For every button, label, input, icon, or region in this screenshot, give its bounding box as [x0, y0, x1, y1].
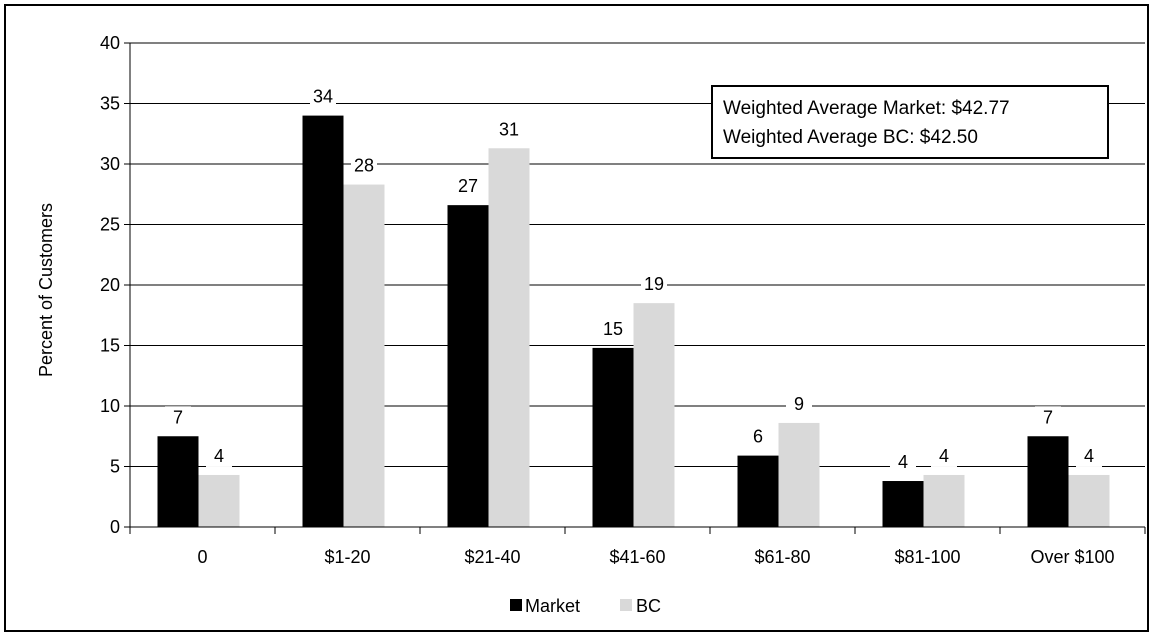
annotation-line-bc: Weighted Average BC: $42.50: [723, 127, 978, 148]
legend-label-bc: BC: [636, 596, 661, 616]
bar-bc: [923, 474, 965, 527]
bar-bc: [1068, 474, 1110, 527]
data-label-bg: [206, 444, 232, 467]
bars: [157, 115, 1110, 527]
data-label-bc: 4: [939, 446, 949, 466]
data-label-bg: [351, 154, 377, 177]
axes: 0 5 10 15 20 25 30 35 40 0 $1-20 $21-40 $41-60 $61-80…: [100, 33, 1146, 567]
bar-market: [737, 455, 779, 527]
data-label-market: 6: [753, 427, 763, 447]
bar-bc: [198, 474, 240, 527]
bar-labels: 7 4 34 28 27 31 15 19 6 9 4 4 7 4: [165, 85, 1102, 474]
y-tick-label: 25: [100, 215, 120, 235]
y-tick-label: 5: [110, 457, 120, 477]
data-label-market: 7: [1043, 407, 1053, 427]
y-tick-label: 15: [100, 336, 120, 356]
data-label-market: 15: [603, 319, 623, 339]
data-label-market: 7: [173, 407, 183, 427]
y-axis-title: Percent of Customers: [36, 203, 56, 377]
data-label-market: 4: [898, 452, 908, 472]
data-label-bg: [890, 451, 916, 474]
legend: Market BC: [510, 596, 661, 616]
data-label-bc: 19: [644, 274, 664, 294]
data-label-market: 27: [458, 176, 478, 196]
y-tick-label: 10: [100, 396, 120, 416]
gridlines: [130, 42, 1145, 467]
y-tick-label: 30: [100, 154, 120, 174]
bar-bc: [778, 422, 820, 527]
chart-frame: [4, 4, 1149, 632]
x-tick-label: $41-60: [609, 547, 665, 567]
data-label-bg: [165, 406, 191, 429]
x-tick-label: $61-80: [754, 547, 810, 567]
y-tick-label: 20: [100, 275, 120, 295]
data-label-bc: 28: [354, 156, 374, 176]
bar-bc: [633, 303, 675, 527]
y-tick-label: 40: [100, 33, 120, 53]
data-label-bg: [931, 444, 957, 467]
data-label-bc: 9: [794, 394, 804, 414]
legend-swatch-market: [510, 599, 522, 611]
data-label-market: 34: [313, 87, 333, 107]
data-label-bg: [745, 425, 771, 448]
y-tick-label: 0: [110, 517, 120, 537]
data-label-bg: [786, 392, 812, 415]
x-tick-label: $1-20: [324, 547, 370, 567]
data-label-bg: [455, 175, 481, 198]
x-tick-label: Over $100: [1030, 547, 1114, 567]
bar-market: [592, 347, 634, 527]
bar-market: [882, 481, 924, 527]
legend-swatch-bc: [620, 599, 632, 611]
data-label-bc: 31: [499, 119, 519, 139]
x-tick-label: $21-40: [464, 547, 520, 567]
x-tick-label: 0: [197, 547, 207, 567]
bar-market: [1027, 436, 1069, 527]
data-label-bc: 4: [1084, 446, 1094, 466]
data-label-bg: [496, 118, 522, 141]
bar-market: [447, 205, 489, 527]
bar-market: [302, 115, 344, 527]
bar-market: [157, 436, 199, 527]
data-label-bg: [1076, 444, 1102, 467]
data-label-bc: 4: [214, 446, 224, 466]
data-label-bg: [1035, 406, 1061, 429]
bar-bc: [488, 148, 530, 527]
y-tick-label: 35: [100, 94, 120, 114]
legend-label-market: Market: [525, 596, 580, 616]
bar-bc: [343, 184, 385, 527]
annotation-border: [711, 85, 1109, 159]
data-label-bg: [641, 273, 667, 296]
data-label-bg: [600, 317, 626, 340]
annotation-line-market: Weighted Average Market: $42.77: [723, 98, 1010, 119]
data-label-bg: [310, 85, 336, 108]
x-tick-label: $81-100: [894, 547, 960, 567]
annotation-box: Weighted Average Market: $42.77 Weighted…: [711, 85, 1109, 159]
